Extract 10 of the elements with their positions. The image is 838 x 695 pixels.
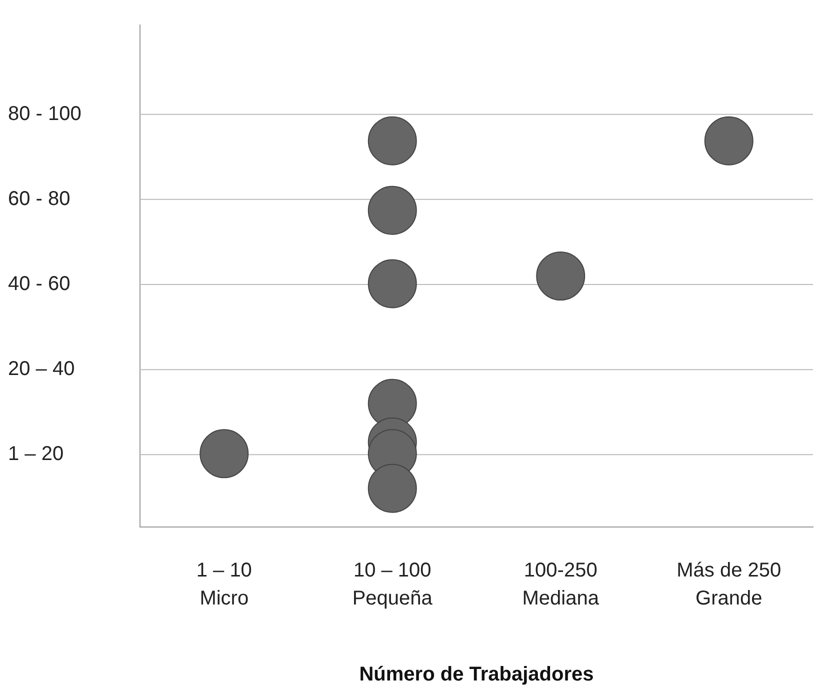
text: 40 - 60 [8,273,70,296]
text: 80 - 100 [8,102,82,125]
text: 60 - 80 [8,188,70,210]
text: 1 – 20 [8,443,64,466]
x-axis-title: Número de Trabajadores [359,664,594,686]
x-tick-label: Más de 250 Grande [676,560,782,610]
x-tick-label: 10 – 100 Pequeña [352,560,434,610]
x-tick-label: 1 – 10 Micro [196,560,252,610]
text: 20 – 40 [8,358,75,380]
x-tick-label: 100-250 Mediana [522,560,600,610]
